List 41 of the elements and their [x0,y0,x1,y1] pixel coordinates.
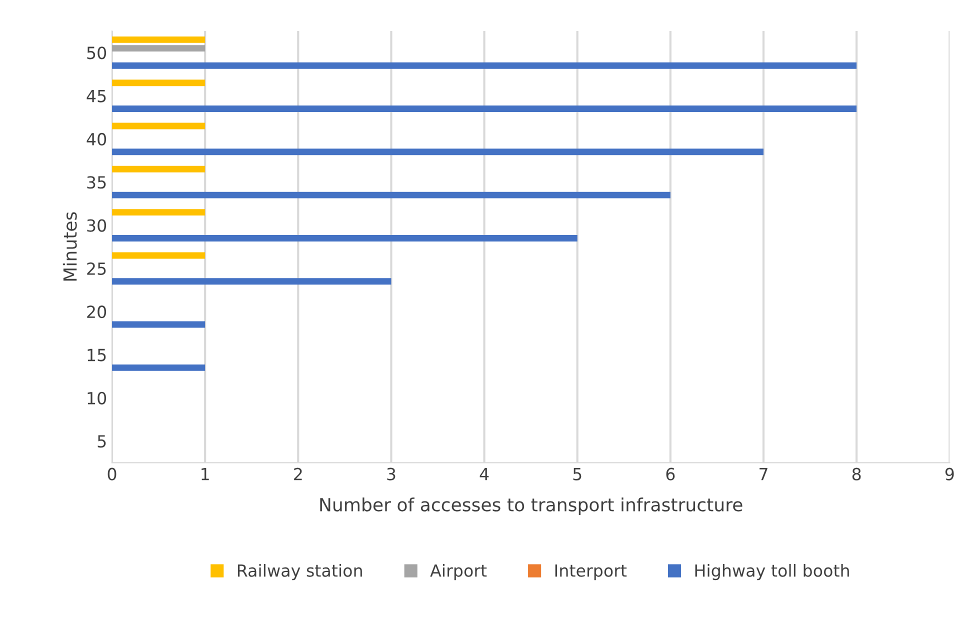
x-axis-title: Number of accesses to transport infrastructure [320,498,742,515]
y-tick-label: 20 [87,306,106,318]
x-tick-label: 5 [573,468,582,480]
x-tick-label: 0 [108,468,116,480]
bar [112,234,578,242]
x-tick-label: 1 [202,468,209,480]
bar [112,62,857,69]
bar [112,106,857,112]
bar [112,321,206,328]
y-tick-label: 50 [87,46,106,60]
bar [112,209,206,216]
legend-label: Railway station [238,564,362,580]
bar [112,364,206,371]
y-tick-label: 35 [87,176,106,189]
bar [112,252,206,259]
bar [112,166,206,172]
bar [112,36,206,43]
y-tick-label: 10 [88,392,106,404]
x-tick-label: 9 [945,468,954,480]
bar [112,122,206,130]
legend-label: Airport [430,564,487,580]
bar [112,278,392,285]
x-tick-label: 7 [760,468,768,480]
y-axis-title: Minutes [62,212,77,281]
y-tick-label: 40 [86,132,106,146]
y-tick-label: 45 [86,90,106,102]
x-tick-label: 4 [480,468,489,480]
x-tick-label: 6 [666,468,675,480]
bar [112,45,206,52]
legend-label: Highway toll booth [695,564,849,580]
x-tick-label: 3 [387,468,396,480]
y-tick-label: 15 [88,348,106,362]
bar [112,148,764,156]
legend-label: Interport [555,564,627,580]
y-tick-label: 25 [87,262,106,275]
y-tick-label: 30 [87,219,106,232]
x-tick-label: 2 [294,468,302,480]
bar [112,80,206,86]
x-tick-label: 8 [852,468,861,480]
bar [112,192,670,198]
y-tick-label: 5 [98,435,106,448]
